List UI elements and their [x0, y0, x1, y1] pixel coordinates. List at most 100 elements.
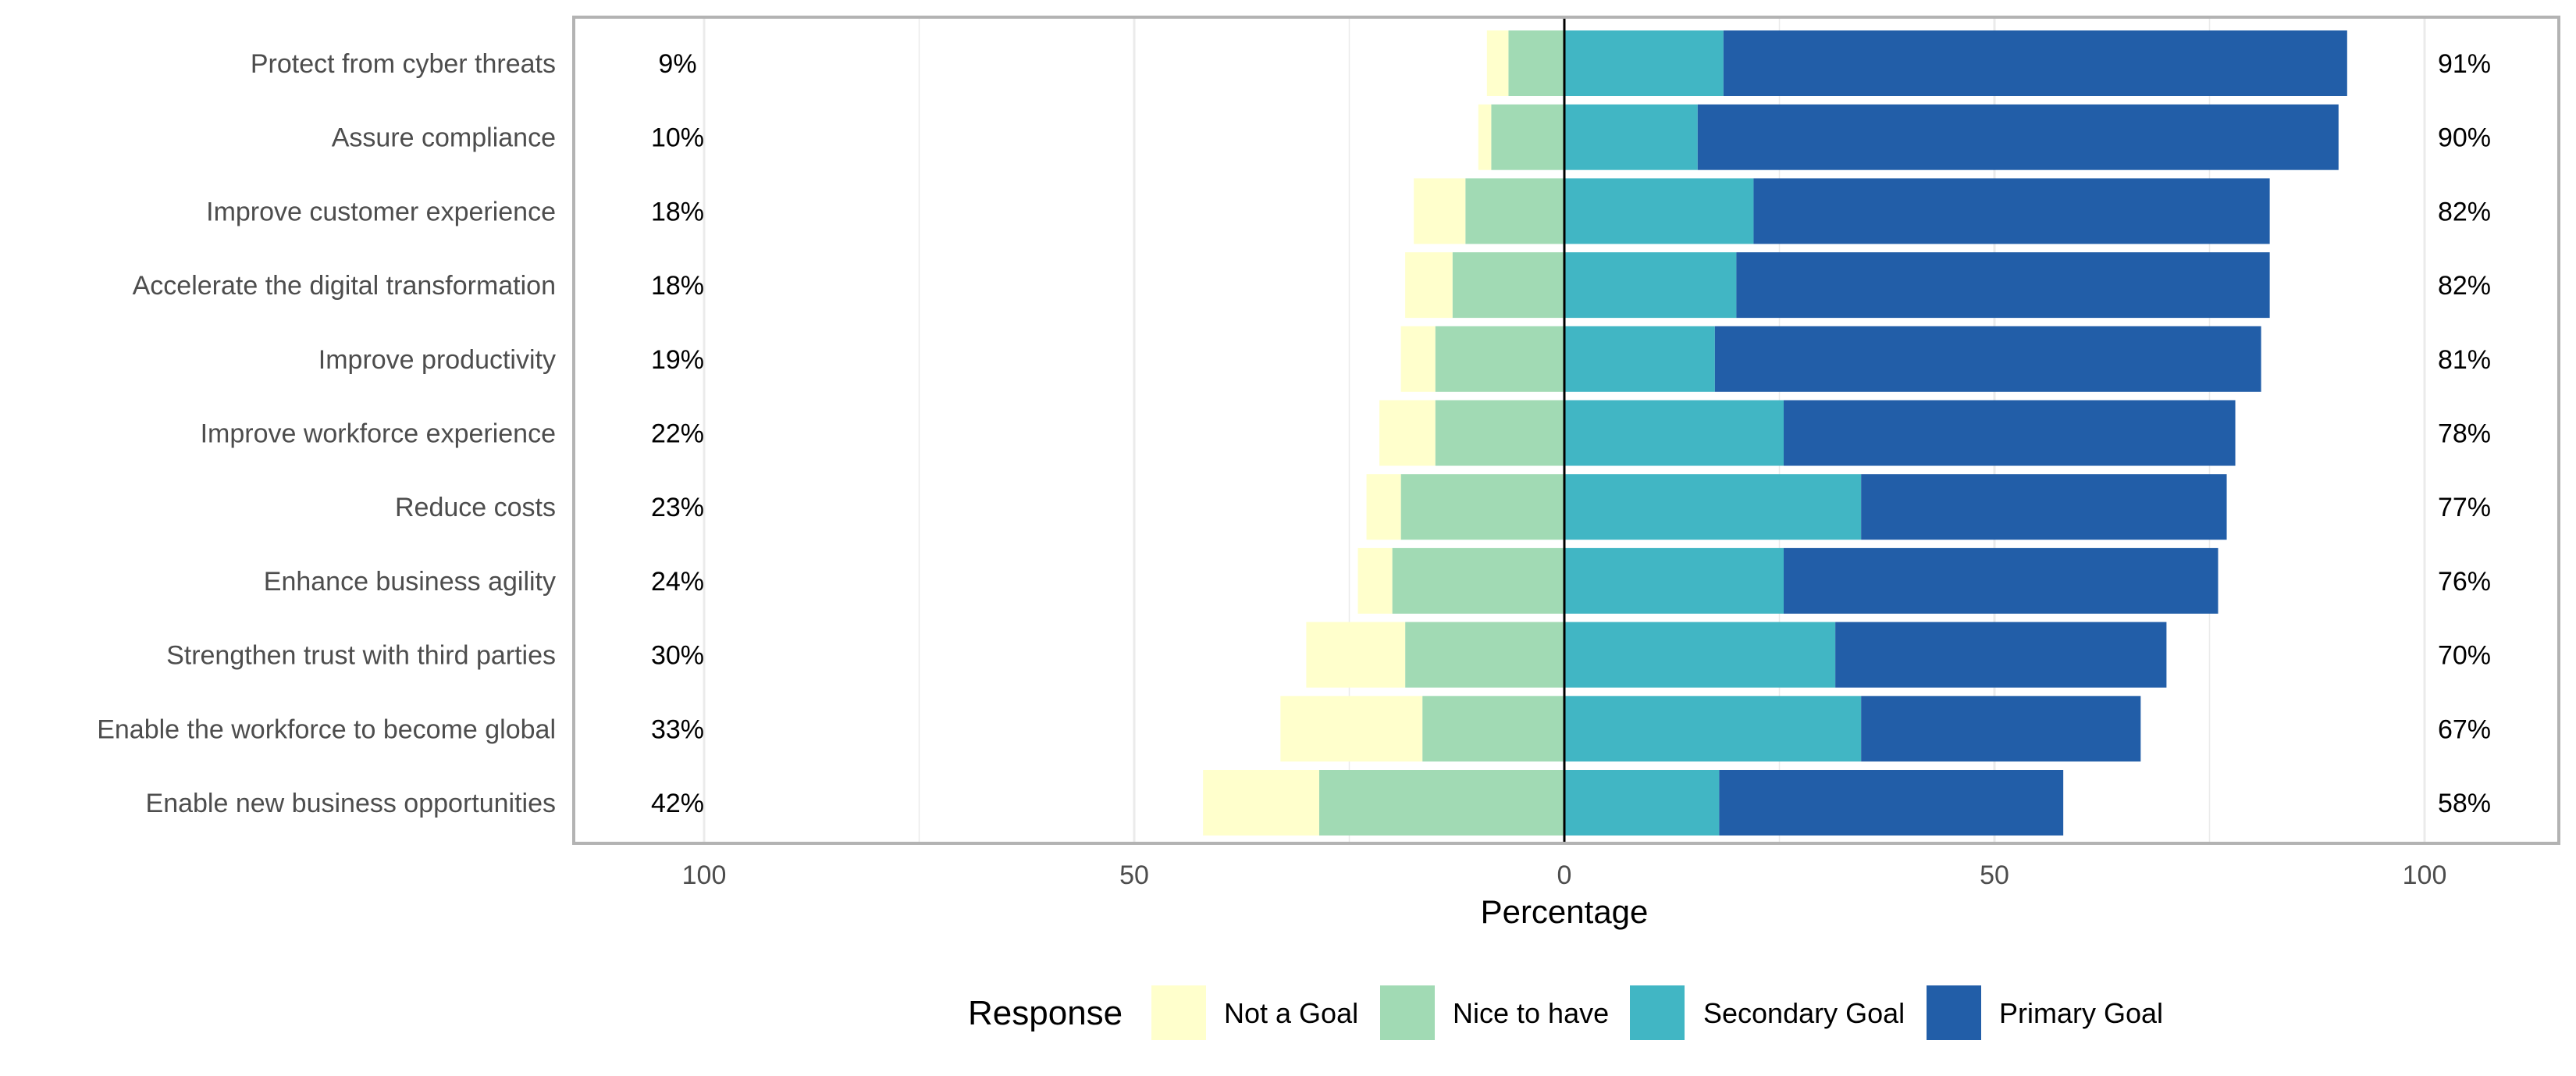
- bar-not-a-goal: [1280, 696, 1423, 762]
- bar-secondary-goal: [1564, 474, 1862, 540]
- bar-secondary-goal: [1564, 252, 1737, 319]
- right-total-label: 67%: [2438, 714, 2491, 744]
- bar-primary-goal: [1723, 30, 2347, 96]
- right-total-label: 82%: [2438, 197, 2491, 226]
- right-total-label: 90%: [2438, 123, 2491, 153]
- category-label: Protect from cyber threats: [251, 49, 556, 79]
- left-total-label: 10%: [651, 123, 704, 153]
- bar-primary-goal: [1753, 178, 2270, 244]
- bar-nice-to-have: [1318, 770, 1564, 836]
- right-total-labels: 91% 90% 82% 82% 81% 78% 77% 76% 70% 67% 58%: [2438, 49, 2491, 818]
- bar-not-a-goal: [1486, 30, 1509, 96]
- legend-swatch-not-a-goal: [1151, 985, 1206, 1040]
- bar-primary-goal: [1861, 474, 2227, 540]
- bar-not-a-goal: [1379, 400, 1436, 466]
- bar-not-a-goal: [1357, 547, 1393, 614]
- right-total-label: 76%: [2438, 567, 2491, 597]
- bar-secondary-goal: [1564, 696, 1862, 762]
- x-tick-label: 100: [2403, 860, 2447, 890]
- bar-nice-to-have: [1465, 178, 1564, 244]
- left-total-label: 22%: [651, 419, 704, 449]
- x-axis-ticks: 100 50 0 50 100: [682, 860, 2447, 890]
- panel-border: [572, 16, 2560, 845]
- bar-primary-goal: [1784, 400, 2236, 466]
- bar-secondary-goal: [1564, 178, 1754, 244]
- category-label: Improve productivity: [318, 345, 556, 375]
- bar-nice-to-have: [1452, 252, 1564, 319]
- left-total-label: 18%: [651, 271, 704, 301]
- legend-label: Primary Goal: [1999, 997, 2163, 1029]
- category-label: Improve customer experience: [206, 197, 556, 226]
- x-tick-label: 50: [1980, 860, 2009, 890]
- left-total-label: 33%: [651, 714, 704, 744]
- right-total-label: 81%: [2438, 345, 2491, 375]
- bar-not-a-goal: [1306, 622, 1406, 688]
- legend: Response Not a Goal Nice to have Secondary…: [968, 985, 2163, 1040]
- left-total-label: 18%: [651, 197, 704, 226]
- bar-secondary-goal: [1564, 400, 1784, 466]
- bar-nice-to-have: [1435, 400, 1564, 466]
- bar-nice-to-have: [1508, 30, 1564, 96]
- left-total-label: 24%: [651, 567, 704, 597]
- left-total-label: 23%: [651, 493, 704, 522]
- bar-not-a-goal: [1405, 252, 1453, 319]
- bar-primary-goal: [1719, 770, 2064, 836]
- left-total-label: 42%: [651, 789, 704, 818]
- bar-nice-to-have: [1491, 104, 1564, 170]
- legend-label: Not a Goal: [1224, 997, 1358, 1029]
- legend-title: Response: [968, 994, 1123, 1032]
- bar-primary-goal: [1784, 547, 2218, 614]
- category-label: Assure compliance: [332, 123, 556, 153]
- category-label: Enable the workforce to become global: [97, 714, 556, 744]
- x-axis-title: Percentage: [1481, 893, 1649, 930]
- legend-swatch-primary-goal: [1927, 985, 1981, 1040]
- bar-not-a-goal: [1414, 178, 1466, 244]
- x-tick-label: 100: [682, 860, 727, 890]
- legend-swatch-nice-to-have: [1380, 985, 1435, 1040]
- legend-swatch-secondary-goal: [1630, 985, 1685, 1040]
- bar-secondary-goal: [1564, 326, 1715, 392]
- x-tick-label: 50: [1119, 860, 1149, 890]
- category-label: Reduce costs: [395, 493, 556, 522]
- left-total-label: 19%: [651, 345, 704, 375]
- bar-secondary-goal: [1564, 770, 1720, 836]
- category-labels: Protect from cyber threats Assure complia…: [97, 49, 556, 818]
- x-tick-label: 0: [1557, 860, 1572, 890]
- bar-nice-to-have: [1400, 474, 1564, 540]
- bar-secondary-goal: [1564, 30, 1724, 96]
- bar-nice-to-have: [1435, 326, 1564, 392]
- bar-nice-to-have: [1422, 696, 1564, 762]
- right-total-label: 77%: [2438, 493, 2491, 522]
- bar-not-a-goal: [1366, 474, 1401, 540]
- bar-nice-to-have: [1405, 622, 1564, 688]
- left-total-label: 30%: [651, 641, 704, 671]
- bar-secondary-goal: [1564, 104, 1698, 170]
- bar-primary-goal: [1697, 104, 2339, 170]
- bar-primary-goal: [1736, 252, 2270, 319]
- bar-not-a-goal: [1400, 326, 1436, 392]
- bars: [1203, 30, 2347, 836]
- bar-primary-goal: [1835, 622, 2167, 688]
- bar-primary-goal: [1714, 326, 2261, 392]
- left-total-labels: 9% 10% 18% 18% 19% 22% 23% 24% 30% 33% 42%: [651, 49, 704, 818]
- bar-secondary-goal: [1564, 622, 1836, 688]
- bar-primary-goal: [1861, 696, 2141, 762]
- category-label: Accelerate the digital transformation: [133, 271, 556, 301]
- category-label: Strengthen trust with third parties: [166, 641, 556, 671]
- right-total-label: 70%: [2438, 641, 2491, 671]
- bar-nice-to-have: [1392, 547, 1564, 614]
- legend-label: Secondary Goal: [1703, 997, 1905, 1029]
- bar-not-a-goal: [1478, 104, 1492, 170]
- right-total-label: 82%: [2438, 271, 2491, 301]
- left-total-label: 9%: [658, 49, 696, 79]
- category-label: Enhance business agility: [264, 567, 556, 597]
- right-total-label: 58%: [2438, 789, 2491, 818]
- right-total-label: 78%: [2438, 419, 2491, 449]
- category-label: Enable new business opportunities: [146, 789, 556, 818]
- bar-secondary-goal: [1564, 547, 1784, 614]
- right-total-label: 91%: [2438, 49, 2491, 79]
- legend-label: Nice to have: [1453, 997, 1609, 1029]
- bar-not-a-goal: [1203, 770, 1319, 836]
- category-label: Improve workforce experience: [201, 419, 556, 449]
